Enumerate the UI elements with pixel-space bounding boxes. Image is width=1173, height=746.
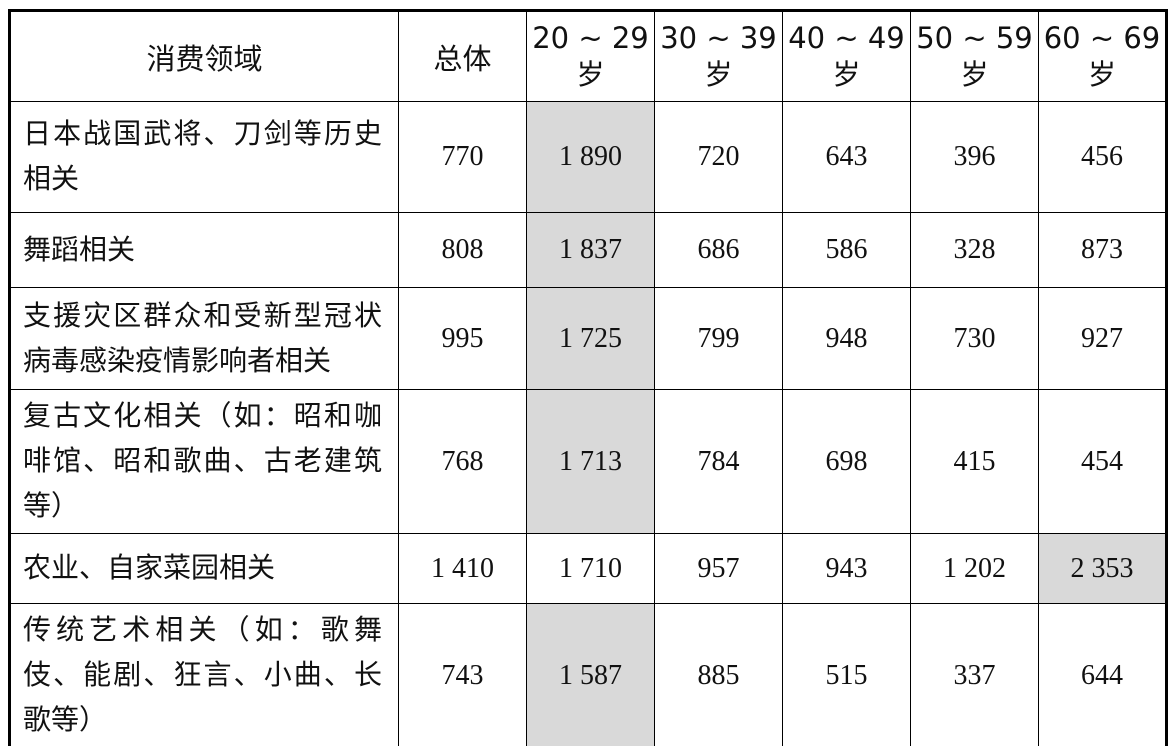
value-cell: 784 [654,389,783,534]
value-cell: 1 713 [526,389,655,534]
column-header-age-40-49: 40 ~ 49 岁 [782,10,911,102]
value-cell: 2 353 [1038,533,1167,604]
value-cell: 698 [782,389,911,534]
value-cell: 730 [910,287,1039,390]
table-body: 日本战国武将、刀剑等历史相关 770 1 890 720 643 396 456… [9,101,1167,746]
value-cell: 943 [782,533,911,604]
value-cell: 1 202 [910,533,1039,604]
header-row: 消费领域 总体 20 ~ 29 岁 30 ~ 39 岁 40 ~ 49 岁 50… [9,10,1167,102]
value-cell: 1 890 [526,101,655,213]
value-cell: 644 [1038,603,1167,746]
age-suffix-label: 岁 [960,59,989,91]
table-row: 支援灾区群众和受新型冠状病毒感染疫情影响者相关 995 1 725 799 94… [9,287,1167,390]
value-cell: 515 [782,603,911,746]
row-label: 舞蹈相关 [9,212,399,288]
consumption-survey-table: 消费领域 总体 20 ~ 29 岁 30 ~ 39 岁 40 ~ 49 岁 50… [8,9,1168,746]
row-label: 传统艺术相关（如：歌舞伎、能剧、狂言、小曲、长歌等） [9,603,399,746]
value-cell: 720 [654,101,783,213]
value-cell: 415 [910,389,1039,534]
age-suffix-label: 岁 [576,59,605,91]
column-header-age-50-59: 50 ~ 59 岁 [910,10,1039,102]
value-cell: 586 [782,212,911,288]
age-range-label: 50 ~ 59 [916,20,1033,55]
table-header: 消费领域 总体 20 ~ 29 岁 30 ~ 39 岁 40 ~ 49 岁 50… [9,10,1167,102]
row-label: 复古文化相关（如：昭和咖啡馆、昭和歌曲、古老建筑等） [9,389,399,534]
row-label: 日本战国武将、刀剑等历史相关 [9,101,399,213]
row-label: 支援灾区群众和受新型冠状病毒感染疫情影响者相关 [9,287,399,390]
value-cell: 873 [1038,212,1167,288]
value-cell: 456 [1038,101,1167,213]
value-cell: 995 [398,287,527,390]
value-cell: 743 [398,603,527,746]
value-cell: 768 [398,389,527,534]
value-cell: 770 [398,101,527,213]
value-cell: 1 410 [398,533,527,604]
row-label: 农业、自家菜园相关 [9,533,399,604]
value-cell: 643 [782,101,911,213]
table-row: 舞蹈相关 808 1 837 686 586 328 873 [9,212,1167,288]
value-cell: 1 725 [526,287,655,390]
value-cell: 396 [910,101,1039,213]
value-cell: 808 [398,212,527,288]
value-cell: 799 [654,287,783,390]
value-cell: 686 [654,212,783,288]
table-row: 传统艺术相关（如：歌舞伎、能剧、狂言、小曲、长歌等） 743 1 587 885… [9,603,1167,746]
column-header-age-30-39: 30 ~ 39 岁 [654,10,783,102]
value-cell: 927 [1038,287,1167,390]
age-suffix-label: 岁 [704,59,733,91]
age-range-label: 60 ~ 69 [1043,20,1161,55]
table-row: 农业、自家菜园相关 1 410 1 710 957 943 1 202 2 35… [9,533,1167,604]
column-header-category: 消费领域 [9,10,399,102]
value-cell: 948 [782,287,911,390]
table-row: 复古文化相关（如：昭和咖啡馆、昭和歌曲、古老建筑等） 768 1 713 784… [9,389,1167,534]
column-header-age-60-69: 60 ~ 69 岁 [1038,10,1167,102]
column-header-total: 总体 [398,10,527,102]
age-suffix-label: 岁 [1087,59,1116,91]
value-cell: 337 [910,603,1039,746]
value-cell: 454 [1038,389,1167,534]
table-row: 日本战国武将、刀剑等历史相关 770 1 890 720 643 396 456 [9,101,1167,213]
value-cell: 1 837 [526,212,655,288]
value-cell: 885 [654,603,783,746]
value-cell: 1 587 [526,603,655,746]
value-cell: 1 710 [526,533,655,604]
column-header-age-20-29: 20 ~ 29 岁 [526,10,655,102]
value-cell: 328 [910,212,1039,288]
age-suffix-label: 岁 [832,59,861,91]
age-range-label: 30 ~ 39 [660,20,777,55]
age-range-label: 40 ~ 49 [788,20,905,55]
value-cell: 957 [654,533,783,604]
age-range-label: 20 ~ 29 [532,20,649,55]
